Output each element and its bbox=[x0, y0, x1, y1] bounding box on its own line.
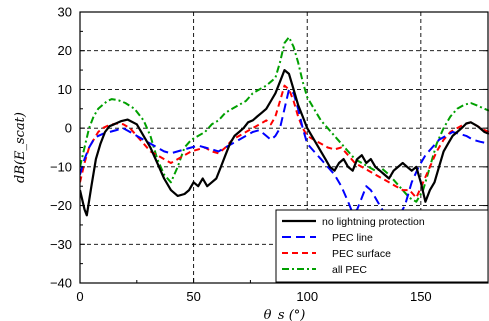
legend-label: PEC surface bbox=[332, 248, 391, 260]
series-line-0 bbox=[80, 69, 489, 217]
x-tick-label: 50 bbox=[186, 289, 200, 304]
legend: no lightning protection PEC line PEC surfa… bbox=[275, 209, 489, 283]
series-line-1 bbox=[80, 88, 489, 223]
x-axis-title: θ_s (°) bbox=[264, 308, 306, 321]
legend-label: all PEC bbox=[332, 264, 367, 276]
legend-label: no lightning protection bbox=[322, 216, 425, 228]
tick-labels: −40 −30 −20 −10 0 10 20 30 0 50 100 150 bbox=[50, 5, 432, 305]
y-axis-title: dB(E_scat) bbox=[13, 112, 28, 183]
y-tick-label: −30 bbox=[50, 237, 72, 252]
series-line-2 bbox=[80, 84, 489, 199]
y-tick-label: 30 bbox=[58, 5, 72, 20]
y-tick-label: 0 bbox=[65, 121, 72, 136]
x-tick-label: 0 bbox=[76, 289, 83, 304]
x-tick-label: 100 bbox=[296, 289, 318, 304]
y-tick-label: 10 bbox=[58, 82, 72, 97]
y-tick-label: 20 bbox=[58, 43, 72, 58]
y-tick-label: −20 bbox=[50, 198, 72, 213]
series-lines bbox=[80, 36, 489, 223]
series-line-3 bbox=[80, 36, 489, 203]
legend-label: PEC line bbox=[332, 232, 373, 244]
y-tick-label: −40 bbox=[50, 276, 72, 291]
x-tick-label: 150 bbox=[410, 289, 432, 304]
y-tick-label: −10 bbox=[50, 159, 72, 174]
